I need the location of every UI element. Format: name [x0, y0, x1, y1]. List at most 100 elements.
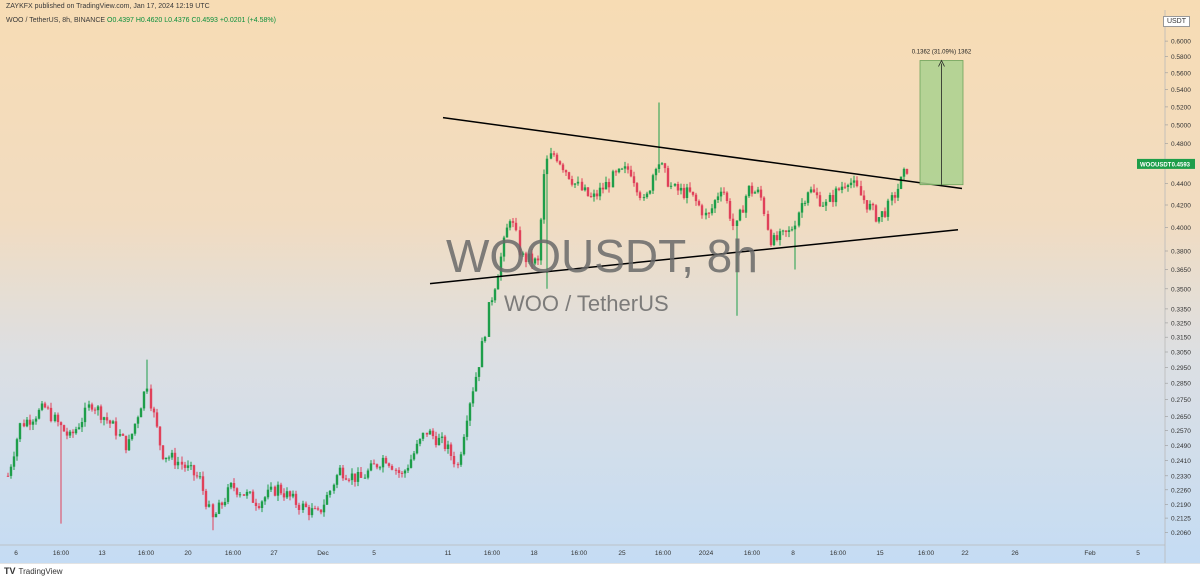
candle [549, 147, 553, 160]
candle-body [328, 490, 332, 495]
time-tick-label: 20 [184, 550, 192, 557]
candle-body [285, 491, 289, 498]
candle [266, 484, 270, 500]
time-tick-label: 16:00 [655, 550, 672, 557]
price-tick-label: 0.3150 [1171, 335, 1191, 342]
candle-body [880, 211, 884, 218]
price-unit-button[interactable]: USDT [1162, 16, 1190, 27]
candle-body [381, 457, 385, 468]
candle-body [477, 367, 481, 377]
candle [322, 499, 326, 517]
candle [831, 189, 835, 207]
candle [139, 407, 143, 418]
candle-body [797, 212, 801, 226]
candle-body [74, 429, 78, 434]
candle-body [778, 231, 782, 240]
candle-body [769, 229, 773, 246]
candle-body [688, 187, 692, 192]
candle [592, 189, 596, 202]
candle [800, 198, 804, 218]
candle-body [266, 489, 270, 498]
candle [688, 182, 692, 193]
price-tick-label: 0.3350 [1171, 306, 1191, 313]
candle-body [545, 158, 549, 175]
candle [102, 416, 106, 426]
candle-body [601, 187, 605, 190]
candle [691, 191, 695, 197]
candle-body [697, 201, 701, 206]
candle-body [552, 153, 556, 155]
candle-body [121, 434, 125, 436]
candle-body [220, 502, 224, 506]
candle-body [173, 452, 177, 466]
candle-body [490, 300, 494, 303]
candle-body [607, 182, 611, 188]
candle-body [691, 191, 695, 195]
symbol-line: WOO / TetherUS, 8h, BINANCE O0.4397 H0.4… [6, 16, 276, 25]
price-tick-label: 0.5600 [1171, 70, 1191, 77]
candle [387, 462, 391, 468]
candle-body [462, 436, 466, 455]
price-tick-label: 0.3650 [1171, 267, 1191, 274]
candle-body [164, 457, 168, 460]
candle-body [614, 171, 618, 173]
candle [176, 456, 180, 470]
candle-body [539, 219, 543, 261]
candle-body [273, 486, 277, 496]
candle-body [474, 376, 478, 392]
candle [545, 155, 549, 289]
candle-body [567, 172, 571, 179]
candle [731, 213, 735, 231]
candle [462, 434, 466, 456]
candle [232, 478, 236, 492]
candle-body [291, 493, 295, 497]
candle [840, 181, 844, 194]
candle [514, 217, 518, 232]
candle [18, 422, 22, 442]
candle [269, 482, 273, 492]
candle-body [53, 414, 57, 421]
candle-body [37, 409, 41, 419]
tradingview-logo[interactable]: TV TradingView [4, 566, 63, 576]
candle [108, 419, 112, 428]
candle [105, 412, 109, 424]
candle-body [514, 222, 518, 231]
candle-body [431, 430, 435, 437]
candle-body [685, 187, 689, 198]
candle [152, 406, 156, 418]
price-tick-label: 0.2490 [1171, 443, 1191, 450]
candle [356, 467, 360, 487]
candle-body [127, 439, 131, 451]
candle [862, 190, 866, 204]
candle [245, 489, 249, 499]
candle-body [459, 454, 463, 465]
candle [530, 249, 534, 269]
candle [459, 451, 463, 467]
candle-body [152, 408, 156, 413]
candle-body [307, 507, 311, 516]
candle [111, 419, 115, 424]
candle-body [657, 164, 661, 169]
candle [558, 160, 562, 166]
candle [226, 484, 230, 505]
time-tick-label: 2024 [699, 550, 714, 557]
candle [211, 503, 215, 531]
candle-body [102, 417, 106, 420]
current-price-value: 0.4593 [1172, 162, 1191, 168]
candle-body [542, 174, 546, 220]
price-tick-label: 0.5400 [1171, 87, 1191, 94]
candle [886, 198, 890, 221]
candle [214, 512, 218, 518]
drawings-group: 0.1362 (31.09%) 1362 [429, 50, 972, 285]
candle-body [158, 426, 162, 446]
symbol-prefix: WOO / TetherUS, 8h, BINANCE [6, 17, 106, 24]
price-chart[interactable]: 0.1362 (31.09%) 1362 0.60000.58000.56000… [0, 0, 1200, 563]
candle [400, 471, 404, 478]
candle-body [511, 221, 515, 223]
candle-body [654, 169, 658, 176]
candle [96, 405, 100, 416]
candle [335, 473, 339, 489]
time-tick-label: 11 [445, 550, 452, 557]
candle [896, 183, 900, 201]
